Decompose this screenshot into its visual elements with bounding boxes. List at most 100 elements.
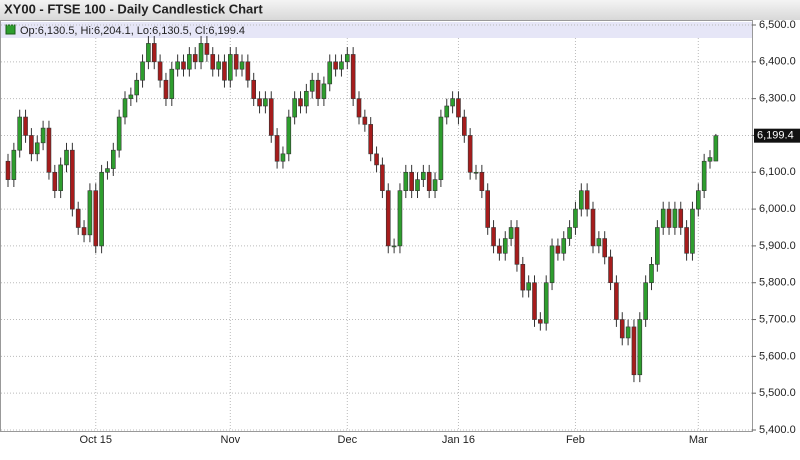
candle-body bbox=[40, 127, 46, 144]
candle-body bbox=[485, 190, 491, 228]
candle-body bbox=[538, 319, 543, 324]
candle-body bbox=[643, 282, 648, 320]
candle-body bbox=[426, 171, 432, 191]
candle-body bbox=[263, 98, 268, 107]
candle-body bbox=[151, 43, 157, 63]
candle-body bbox=[356, 98, 362, 118]
candle-body bbox=[134, 79, 139, 96]
candle-body bbox=[578, 190, 584, 210]
candle-body bbox=[602, 238, 608, 258]
candle-body bbox=[614, 282, 619, 320]
candle-body bbox=[567, 227, 572, 239]
candle-body bbox=[169, 68, 175, 99]
candle-body bbox=[11, 149, 17, 180]
candle-body bbox=[146, 43, 151, 63]
candle-body bbox=[625, 326, 631, 339]
candle-body bbox=[58, 164, 63, 191]
candle-body bbox=[34, 142, 40, 155]
legend-text: Op:6,130.5, Hi:6,204.1, Lo:6,130.5, Cl:6… bbox=[20, 25, 245, 37]
candle-body bbox=[257, 98, 262, 107]
candle-body bbox=[157, 61, 163, 81]
candle-body bbox=[46, 127, 52, 173]
candle-body bbox=[17, 116, 23, 151]
candle-body bbox=[368, 124, 374, 155]
candle-body bbox=[163, 79, 169, 99]
candle-body bbox=[64, 149, 69, 166]
candle-body bbox=[409, 171, 414, 191]
candle-body bbox=[93, 190, 99, 247]
candle-body bbox=[596, 238, 602, 247]
x-tick-label: Oct 15 bbox=[80, 434, 112, 446]
candle-body bbox=[707, 157, 713, 162]
candle-body bbox=[450, 98, 455, 107]
candle-body bbox=[508, 227, 514, 239]
x-tick-label: Jan 16 bbox=[442, 434, 475, 446]
candle-body bbox=[239, 61, 245, 70]
y-tick-label: 6,500.0 bbox=[759, 19, 796, 31]
candle-body bbox=[228, 54, 233, 81]
candle-body bbox=[315, 79, 321, 99]
candle-body bbox=[479, 171, 485, 191]
candle-body bbox=[274, 135, 280, 162]
candle-body bbox=[532, 282, 537, 320]
candle-body bbox=[456, 98, 461, 118]
candle-body bbox=[403, 171, 409, 191]
candle-body bbox=[245, 61, 251, 81]
candle-body bbox=[362, 116, 368, 125]
candle-body bbox=[526, 282, 531, 291]
candle-body bbox=[204, 43, 210, 55]
last-price-box bbox=[754, 128, 800, 143]
candle-body bbox=[584, 190, 590, 210]
last-price-label: 6,199.4 bbox=[757, 130, 794, 142]
candle-body bbox=[473, 171, 479, 174]
legend-swatch bbox=[5, 24, 16, 35]
title-bar bbox=[0, 0, 800, 20]
legend-strip bbox=[1, 22, 752, 38]
candle-body bbox=[461, 116, 467, 136]
x-tick-label: Dec bbox=[338, 434, 358, 446]
y-tick-label: 5,700.0 bbox=[759, 313, 796, 325]
candle-body bbox=[116, 116, 122, 151]
candle-body bbox=[192, 54, 198, 63]
candle-body bbox=[128, 94, 134, 99]
y-tick-label: 5,600.0 bbox=[759, 350, 796, 362]
candle-body bbox=[140, 61, 145, 81]
candle-body bbox=[467, 135, 473, 173]
candle-body bbox=[690, 208, 695, 254]
candle-body bbox=[678, 208, 684, 228]
candle-body bbox=[344, 54, 350, 63]
chart-title: XY00 - FTSE 100 - Daily Candlestick Char… bbox=[4, 1, 263, 16]
candle-body bbox=[286, 116, 292, 155]
candle-body bbox=[304, 90, 309, 107]
candle-body bbox=[87, 190, 93, 236]
candle-body bbox=[415, 179, 420, 191]
candle-body bbox=[23, 116, 28, 136]
candle-body bbox=[555, 245, 561, 254]
candle-body bbox=[397, 190, 403, 247]
candle-body bbox=[280, 153, 286, 162]
y-tick-label: 6,100.0 bbox=[759, 166, 796, 178]
candle-body bbox=[251, 79, 256, 99]
candle-body bbox=[333, 61, 338, 70]
candle-body bbox=[292, 98, 297, 118]
candle-body bbox=[660, 208, 666, 228]
candle-body bbox=[233, 54, 239, 70]
y-tick-label: 5,400.0 bbox=[759, 424, 796, 436]
candle-body bbox=[549, 245, 555, 284]
candle-body bbox=[350, 54, 356, 99]
y-tick-label: 5,900.0 bbox=[759, 240, 796, 252]
candle-body bbox=[105, 168, 110, 173]
x-tick-label: Feb bbox=[566, 434, 585, 446]
candle-body bbox=[268, 98, 274, 136]
candle-body bbox=[29, 135, 34, 155]
y-tick-label: 6,400.0 bbox=[759, 56, 796, 68]
candle-body bbox=[619, 319, 625, 339]
y-tick-label: 5,800.0 bbox=[759, 277, 796, 289]
candle-body bbox=[380, 164, 385, 191]
candle-body bbox=[543, 282, 549, 324]
candle-body bbox=[649, 264, 654, 284]
candle-body bbox=[99, 171, 104, 247]
candle-body bbox=[374, 153, 379, 166]
